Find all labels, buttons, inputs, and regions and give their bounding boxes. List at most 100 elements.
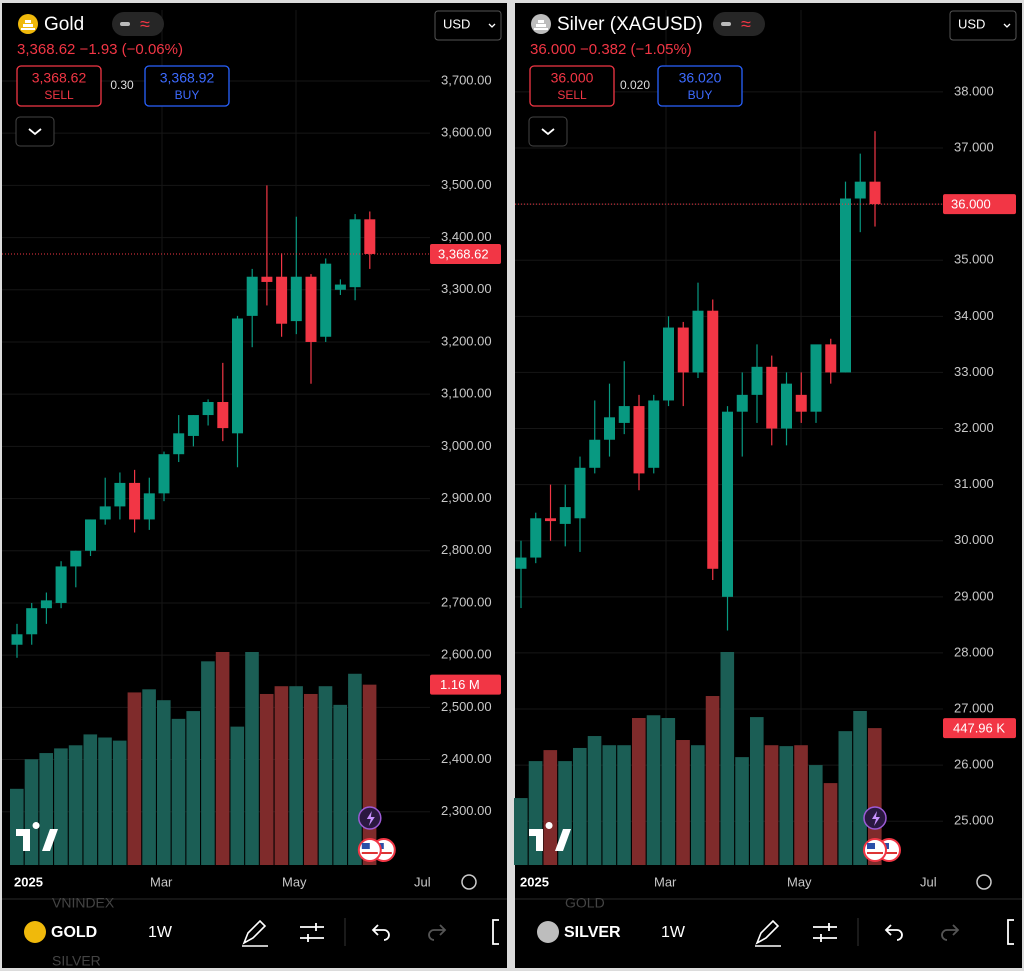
volume-bar [362, 684, 377, 865]
sliders-icon[interactable] [300, 923, 324, 942]
volume-bar [794, 745, 808, 865]
volume-bar [838, 731, 853, 865]
volume-bar [142, 689, 156, 865]
candle-body [530, 518, 542, 558]
volume-bar [98, 737, 112, 865]
redo-icon[interactable] [428, 924, 447, 941]
buy-label: BUY [175, 88, 200, 102]
candle-body [232, 318, 243, 434]
toolbar-symbol-icon [24, 921, 46, 943]
currency-chevron [488, 23, 496, 28]
flag-icon[interactable] [357, 838, 382, 862]
toolbar-prev: VNINDEX [52, 895, 115, 911]
fullscreen-icon[interactable] [492, 919, 499, 945]
volume-bar [809, 765, 823, 865]
y-tick-label: 2,800.00 [441, 542, 492, 557]
price-tag [430, 243, 501, 264]
tv-logo [529, 822, 571, 851]
y-tick-label: 2,600.00 [441, 647, 492, 662]
candle-body [202, 402, 214, 416]
y-tick-label: 34.000 [954, 308, 994, 323]
sell-button[interactable] [529, 65, 615, 107]
volume-bar [186, 711, 200, 865]
toolbar-interval[interactable]: 1W [148, 924, 173, 941]
fullscreen-icon[interactable] [1007, 919, 1014, 945]
buy-button[interactable] [657, 65, 743, 107]
redo-icon[interactable] [941, 924, 960, 941]
toggle-wave: ≈ [741, 14, 751, 34]
y-tick-label: 3,200.00 [441, 333, 492, 348]
buy-button[interactable] [144, 65, 230, 107]
volume-bar [68, 745, 83, 865]
symbol-title: Silver (XAGUSD) [557, 14, 703, 35]
sliders-icon[interactable] [813, 923, 837, 942]
volume-bar [602, 745, 617, 865]
candle-body [781, 383, 792, 429]
candle-body [751, 366, 763, 395]
volume-bar [274, 686, 289, 865]
candle-body [559, 507, 571, 524]
settings-icon[interactable] [461, 874, 477, 890]
candle-body [545, 518, 556, 522]
volume-tag-label: 1.16 M [440, 677, 480, 692]
volume-bar [514, 798, 528, 865]
volume-bar [348, 673, 362, 865]
y-tick-label: 29.000 [954, 588, 994, 603]
y-tick-label: 2,900.00 [441, 490, 492, 505]
volume-bar [661, 718, 676, 865]
currency-select[interactable] [949, 10, 1017, 41]
volume-bar [646, 715, 661, 865]
symbol-title: Gold [44, 14, 84, 35]
toolbar-symbol[interactable]: SILVER [564, 924, 621, 941]
collapse-chevron [541, 128, 555, 136]
currency: USD [443, 16, 470, 31]
candle-body [187, 415, 199, 436]
y-tick-label: 35.000 [954, 252, 994, 267]
y-tick-label: 32.000 [954, 420, 994, 435]
y-tick-label: 3,500.00 [441, 177, 492, 192]
volume-bar [157, 700, 171, 865]
currency-select[interactable] [434, 10, 502, 41]
collapse-button[interactable] [528, 116, 568, 147]
y-tick-label: 27.000 [954, 700, 994, 715]
volume-bar [750, 717, 764, 865]
flag-icon[interactable] [863, 838, 887, 862]
y-tick-label: 2,400.00 [441, 751, 492, 766]
toolbar-symbol[interactable]: GOLD [51, 924, 97, 941]
candle-body [515, 557, 527, 569]
y-tick-label: 37.000 [954, 139, 994, 154]
candle-body [99, 506, 111, 520]
toolbar-interval[interactable]: 1W [661, 924, 686, 941]
collapse-button[interactable] [15, 116, 55, 147]
flag-blue [867, 843, 875, 849]
buy-label: BUY [688, 88, 713, 102]
volume-bar [318, 686, 333, 865]
toggle-pill[interactable] [112, 12, 164, 36]
pencil-icon[interactable] [755, 919, 781, 947]
candle-body [736, 394, 748, 412]
volume-bar [10, 788, 24, 865]
undo-icon[interactable] [884, 924, 903, 941]
toggle-pill[interactable] [713, 12, 765, 36]
candle-body [320, 263, 332, 337]
sell-button[interactable] [16, 65, 102, 107]
toolbar-symbol-icon [537, 921, 559, 943]
y-tick-label: 3,000.00 [441, 438, 492, 453]
candle-body [648, 400, 660, 468]
collapse-chevron [28, 128, 42, 136]
candle-body [143, 493, 155, 520]
toggle-dash [721, 22, 731, 26]
candle-body [173, 433, 185, 455]
undo-icon[interactable] [371, 924, 390, 941]
sell-price: 36.000 [551, 70, 594, 86]
candle-body [158, 454, 170, 494]
settings-icon[interactable] [976, 874, 992, 890]
y-tick-label: 31.000 [954, 476, 994, 491]
quote-line: 3,368.62 −1.93 (−0.06%) [17, 41, 183, 58]
volume-bar [304, 693, 318, 865]
y-tick-label: 2,700.00 [441, 594, 492, 609]
volume-bar [289, 686, 303, 865]
pencil-icon[interactable] [242, 919, 268, 947]
